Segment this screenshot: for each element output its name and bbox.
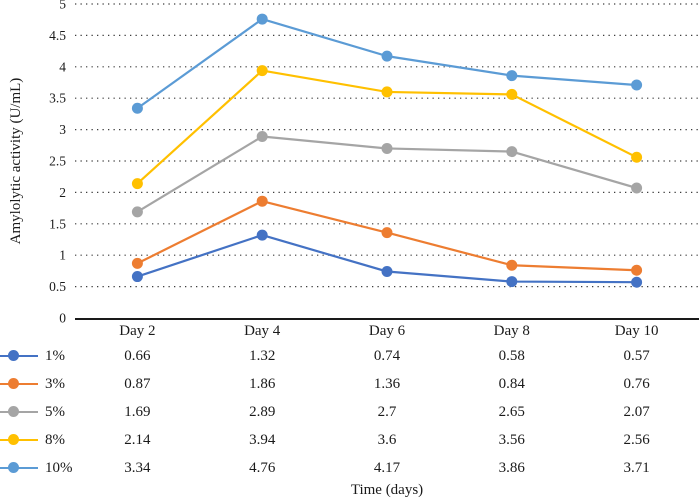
y-tick-label: 1 — [59, 248, 66, 263]
legend-label: 8% — [45, 431, 65, 448]
table-row-8pct: 8% 2.14 3.94 3.6 3.56 2.56 — [0, 426, 699, 454]
data-point-1%-Day 4 — [256, 229, 268, 241]
column-header-day4: Day 4 — [244, 322, 281, 339]
value-cell: 0.84 — [498, 375, 525, 392]
legend-label: 10% — [45, 459, 73, 476]
data-point-1%-Day 2 — [131, 271, 143, 283]
data-point-3%-Day 10 — [631, 264, 643, 276]
legend-item-3pct: 3% — [0, 376, 75, 393]
table-row-10pct: 10% 3.34 4.76 4.17 3.86 3.71 — [0, 454, 699, 482]
value-cell: 2.7 — [377, 403, 397, 420]
value-cell: 3.6 — [377, 431, 397, 448]
value-cell: 4.17 — [373, 459, 401, 476]
y-tick-label: 2 — [59, 185, 66, 200]
value-cell: 3.86 — [498, 459, 525, 476]
data-point-10%-Day 8 — [506, 70, 518, 82]
value-cell: 0.87 — [124, 375, 151, 392]
value-cell: 1.86 — [249, 375, 276, 392]
y-tick-label: 5 — [59, 0, 66, 12]
data-point-8%-Day 10 — [631, 151, 643, 163]
data-point-10%-Day 10 — [631, 79, 643, 91]
y-tick-label: 4 — [59, 59, 66, 74]
legend-marker-icon — [0, 406, 38, 418]
y-tick-label: 3.5 — [49, 91, 66, 106]
value-cell: 3.71 — [623, 459, 650, 476]
value-cell: 1.69 — [124, 403, 151, 420]
data-point-1%-Day 6 — [381, 266, 393, 278]
column-header-day8: Day 8 — [493, 322, 530, 339]
legend-item-10pct: 10% — [0, 460, 75, 477]
y-tick-label: 0.5 — [49, 279, 66, 294]
legend-item-5pct: 5% — [0, 404, 75, 421]
y-tick-label: 4.5 — [49, 28, 66, 43]
value-cell: 0.58 — [498, 347, 525, 364]
legend-label: 5% — [45, 403, 65, 420]
value-cell: 2.56 — [623, 431, 650, 448]
y-tick-label: 0 — [59, 311, 66, 326]
table-row-1pct: 1% 0.66 1.32 0.74 0.58 0.57 — [0, 342, 699, 370]
y-tick-label: 2.5 — [49, 154, 66, 169]
value-cell: 1.32 — [249, 347, 276, 364]
value-cell: 0.76 — [623, 375, 650, 392]
table-row-5pct: 5% 1.69 2.89 2.7 2.65 2.07 — [0, 398, 699, 426]
data-point-1%-Day 8 — [506, 276, 518, 288]
legend-marker-icon — [0, 434, 38, 446]
table-header-row: Day 2 Day 4 Day 6 Day 8 Day 10 — [0, 320, 699, 342]
data-point-5%-Day 2 — [131, 206, 143, 218]
value-cell: 0.74 — [373, 347, 401, 364]
value-cell: 3.56 — [498, 431, 525, 448]
data-point-3%-Day 8 — [506, 259, 518, 271]
value-cell: 0.57 — [623, 347, 650, 364]
data-point-8%-Day 4 — [256, 65, 268, 77]
line-chart-plot: 0 0.5 1 1.5 2 2.5 3 3.5 4 4.5 5 — [49, 0, 699, 326]
data-point-3%-Day 2 — [131, 257, 143, 269]
data-point-10%-Day 2 — [131, 102, 143, 114]
data-table: Day 2 Day 4 Day 6 Day 8 Day 10 1% 0.66 1… — [0, 320, 699, 482]
data-point-5%-Day 4 — [256, 131, 268, 143]
value-cell: 3.34 — [124, 459, 151, 476]
legend-marker-icon — [0, 350, 38, 362]
value-cell: 2.65 — [498, 403, 525, 420]
column-header-day10: Day 10 — [614, 322, 659, 339]
data-point-8%-Day 8 — [506, 88, 518, 100]
value-cell: 2.89 — [249, 403, 276, 420]
legend-label: 3% — [45, 375, 65, 392]
y-tick-label: 1.5 — [49, 216, 66, 231]
legend-item-8pct: 8% — [0, 432, 75, 449]
legend-item-1pct: 1% — [0, 348, 75, 365]
data-point-8%-Day 2 — [131, 178, 143, 190]
data-point-5%-Day 6 — [381, 142, 393, 154]
data-point-10%-Day 6 — [381, 50, 393, 62]
value-cell: 2.07 — [623, 403, 650, 420]
data-point-8%-Day 6 — [381, 86, 393, 98]
column-header-day2: Day 2 — [119, 322, 156, 339]
data-point-10%-Day 4 — [256, 13, 268, 25]
value-cell: 0.66 — [124, 347, 151, 364]
column-header-day6: Day 6 — [368, 322, 406, 339]
value-cell: 1.36 — [373, 375, 401, 392]
x-axis-title: Time (days) — [350, 482, 424, 498]
value-cell: 2.14 — [124, 431, 151, 448]
data-point-3%-Day 6 — [381, 227, 393, 239]
legend-marker-icon — [0, 378, 38, 390]
data-point-5%-Day 8 — [506, 146, 518, 158]
legend-label: 1% — [45, 347, 65, 364]
value-cell: 3.94 — [249, 431, 276, 448]
data-point-3%-Day 4 — [256, 195, 268, 207]
legend-marker-icon — [0, 462, 38, 474]
y-tick-label: 3 — [59, 122, 66, 137]
data-point-5%-Day 10 — [631, 182, 643, 194]
table-row-3pct: 3% 0.87 1.86 1.36 0.84 0.76 — [0, 370, 699, 398]
value-cell: 4.76 — [249, 459, 276, 476]
data-point-1%-Day 10 — [631, 276, 643, 288]
